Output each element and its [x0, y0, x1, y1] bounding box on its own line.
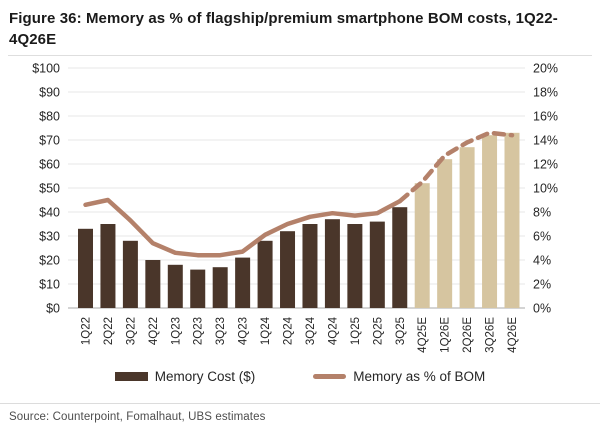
x-axis-label-3Q23: 3Q23 — [215, 317, 227, 345]
legend-line-label: Memory as % of BOM — [353, 369, 486, 384]
chart-area: $0 0% $10 2% $20 4% $30 6% $40 8% $50 10% $60 12% $70 1… — [0, 55, 600, 370]
bar-3Q25 — [392, 207, 408, 308]
x-axis-label-3Q22: 3Q22 — [125, 317, 137, 345]
bar-2Q25 — [369, 221, 385, 308]
bar-1Q23 — [167, 264, 183, 308]
x-axis-label-4Q23: 4Q23 — [238, 317, 250, 345]
source-note: Source: Counterpoint, Fomalhaut, UBS est… — [9, 411, 266, 423]
right-axis-tick-label: 18% — [533, 86, 558, 100]
bar-3Q26E — [482, 135, 498, 308]
x-axis-label-1Q24: 1Q24 — [260, 316, 272, 345]
x-axis-label-4Q24: 4Q24 — [327, 316, 339, 345]
legend-item-memory-pct: Memory as % of BOM — [313, 369, 485, 384]
chart-legend: Memory Cost ($) Memory as % of BOM — [0, 369, 600, 384]
memory-pct-line-actual — [83, 197, 403, 258]
right-axis-tick-label: 4% — [533, 254, 551, 268]
bar-1Q26E — [437, 159, 453, 308]
x-axis-label-1Q25: 1Q25 — [350, 317, 362, 345]
right-axis-tick-label: 8% — [533, 206, 551, 220]
line-swatch-icon — [313, 374, 347, 379]
x-axis-label-3Q25: 3Q25 — [395, 317, 407, 345]
left-axis-tick-label: $40 — [39, 206, 60, 220]
x-axis-label-2Q25: 2Q25 — [372, 317, 384, 345]
x-axis-label-1Q22: 1Q22 — [81, 317, 93, 345]
x-axis-label-2Q22: 2Q22 — [103, 317, 115, 345]
bar-4Q24 — [324, 219, 340, 308]
x-axis-label-1Q23: 1Q23 — [170, 317, 182, 345]
title-divider — [8, 55, 592, 57]
right-axis-tick-label: 16% — [533, 110, 558, 124]
right-axis-tick-label: 10% — [533, 182, 558, 196]
legend-bar-label: Memory Cost ($) — [154, 369, 256, 384]
bar-1Q22 — [78, 228, 93, 308]
left-axis-tick-label: $10 — [39, 278, 60, 292]
bar-4Q26E — [504, 132, 520, 308]
right-axis-tick-label: 14% — [533, 134, 558, 148]
footer-divider — [0, 403, 600, 404]
bar-3Q23 — [212, 267, 228, 308]
x-axis-label-3Q24: 3Q24 — [305, 316, 317, 345]
x-axis-label-3Q26E: 3Q26E — [485, 317, 497, 353]
left-axis-tick-label: $100 — [32, 62, 60, 76]
left-axis-tick-label: $20 — [39, 254, 60, 268]
legend-item-memory-cost: Memory Cost ($) — [114, 369, 256, 384]
bar-1Q24 — [257, 240, 273, 308]
x-axis-label-4Q22: 4Q22 — [148, 317, 160, 345]
right-axis-tick-label: 20% — [533, 62, 558, 76]
bar-2Q23 — [190, 269, 206, 308]
bar-2Q24 — [280, 231, 296, 308]
bar-1Q25 — [347, 224, 363, 308]
x-axis-label-4Q25E: 4Q25E — [417, 317, 429, 353]
right-axis-tick-label: 6% — [533, 230, 551, 244]
left-axis-tick-label: $30 — [39, 230, 60, 244]
x-axis-label-2Q26E: 2Q26E — [462, 317, 474, 353]
bar-3Q24 — [302, 224, 318, 308]
right-axis-tick-label: 12% — [533, 158, 558, 172]
bar-4Q25E — [414, 183, 430, 308]
bar-4Q23 — [235, 257, 251, 308]
bar-3Q22 — [122, 240, 138, 308]
left-axis-tick-label: $90 — [39, 86, 60, 100]
x-axis-label-2Q23: 2Q23 — [193, 317, 205, 345]
x-axis-label-1Q26E: 1Q26E — [440, 317, 452, 353]
left-axis-tick-label: $80 — [39, 110, 60, 124]
x-axis-label-4Q26E: 4Q26E — [507, 317, 519, 353]
left-axis-tick-label: $50 — [39, 182, 60, 196]
left-axis-tick-label: $70 — [39, 134, 60, 148]
right-axis-tick-label: 0% — [533, 302, 551, 316]
x-axis-label-2Q24: 2Q24 — [283, 316, 295, 345]
bar-2Q26E — [459, 147, 475, 308]
chart-svg: $0 0% $10 2% $20 4% $30 6% $40 8% $50 10% $60 12% $70 1… — [32, 62, 558, 353]
figure-title: Figure 36: Memory as % of flagship/premi… — [9, 10, 558, 48]
bar-swatch-icon — [114, 372, 148, 381]
right-axis-tick-label: 2% — [533, 278, 551, 292]
bar-4Q22 — [145, 260, 161, 308]
left-axis-tick-label: $60 — [39, 158, 60, 172]
bar-2Q22 — [100, 224, 116, 308]
left-axis-tick-label: $0 — [46, 302, 60, 316]
memory-pct-line-estimate — [397, 130, 515, 204]
